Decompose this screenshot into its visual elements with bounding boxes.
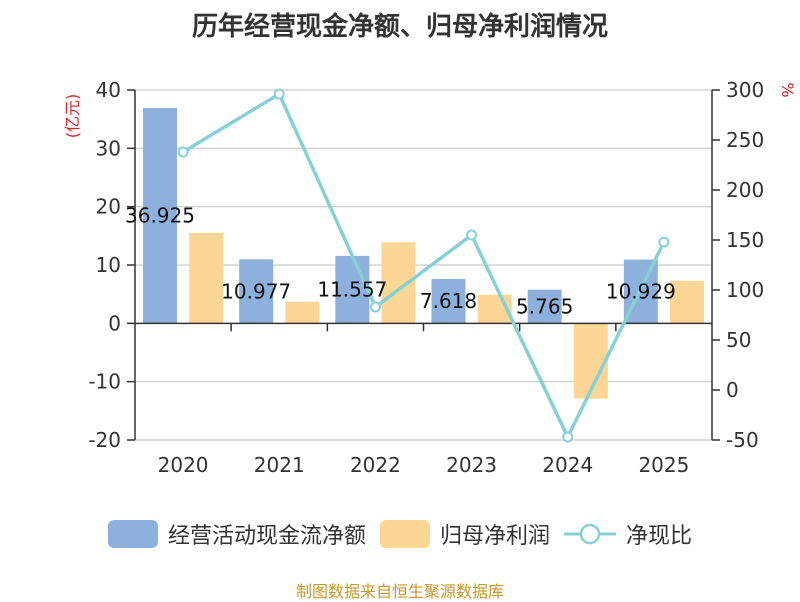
net-profit-bar: [573, 323, 608, 399]
legend-item-cash-flow[interactable]: 经营活动现金流净额: [107, 518, 366, 550]
right-axis-tick-label: 300: [726, 78, 764, 102]
x-axis-tick-label: 2024: [542, 453, 593, 477]
data-labels: 36.925 10.977 11.557 7.618 5.765 10.929: [125, 204, 676, 319]
left-axis-tick-label: -10: [88, 370, 121, 394]
cash-flow-data-label: 5.765: [516, 295, 573, 319]
x-axis-tick-label: 2020: [158, 453, 209, 477]
x-axis-tick-label: 2022: [350, 453, 401, 477]
legend-item-net-profit[interactable]: 归母净利润: [379, 518, 550, 550]
source-note: 制图数据来自恒生聚源数据库: [295, 582, 504, 601]
net-profit-bar: [285, 301, 320, 324]
cash-flow-bar: [143, 107, 178, 324]
legend-label-cash-flow: 经营活动现金流净额: [167, 524, 366, 549]
legend-swatch-net-profit: [379, 520, 430, 548]
right-axis-tick-label: 150: [726, 228, 764, 252]
left-axis-tick-label: 40: [96, 78, 121, 102]
right-axis-tick-label: 200: [726, 178, 764, 202]
cash-flow-data-label: 36.925: [125, 204, 195, 228]
legend-item-ratio[interactable]: 净现比: [564, 518, 692, 550]
x-axis-tick-label: 2021: [254, 453, 305, 477]
cash-flow-bar: [431, 278, 466, 324]
right-axis-tick-label: 50: [726, 328, 751, 352]
ratio-line: [182, 92, 666, 439]
legend-label-ratio: 净现比: [626, 524, 693, 549]
cash-flow-data-label: 10.977: [221, 279, 291, 303]
net-profit-bar: [189, 232, 224, 324]
legend: 经营活动现金流净额 归母净利润 净现比: [0, 518, 800, 550]
cash-flow-data-label: 10.929: [606, 279, 676, 303]
x-axis-tick-label: 2025: [638, 453, 689, 477]
left-axis-tick-label: 20: [96, 195, 121, 219]
x-axis-tick-label: 2023: [446, 453, 497, 477]
cash-flow-data-label: 7.618: [420, 289, 477, 313]
right-axis-tick-label: 250: [726, 128, 764, 152]
cash-flow-data-label: 11.557: [317, 278, 387, 302]
ratio-point: [466, 229, 478, 241]
right-axis-tick-label: -50: [726, 428, 759, 452]
cash-flow-bar: [335, 255, 370, 324]
right-axis-unit: %: [778, 82, 797, 97]
axes: 403020100-10-20300250200150100500-502020…: [88, 78, 764, 477]
legend-swatch-cash-flow: [107, 520, 158, 548]
ratio-point: [658, 236, 670, 248]
chart-title: 历年经营现金净额、归母净利润情况: [191, 12, 608, 42]
ratio-line-series: [177, 88, 670, 443]
ratio-point: [273, 88, 285, 100]
legend-label-net-profit: 归母净利润: [439, 524, 550, 549]
left-axis-tick-label: 0: [108, 311, 121, 335]
left-axis-unit: (亿元): [63, 94, 82, 139]
bar-series: [143, 107, 704, 399]
cash-flow-bar: [527, 289, 562, 324]
left-axis-tick-label: -20: [88, 428, 121, 452]
ratio-point: [562, 431, 574, 443]
gridlines: [135, 89, 712, 441]
ratio-point: [369, 301, 381, 313]
cash-flow-bar: [239, 259, 274, 324]
left-axis-tick-label: 10: [96, 253, 121, 277]
ratio-point: [177, 146, 189, 158]
net-profit-bar: [669, 280, 704, 324]
legend-swatch-ratio: [564, 523, 616, 545]
right-axis-tick-label: 100: [726, 278, 764, 302]
left-axis-tick-label: 30: [96, 136, 121, 160]
right-axis-tick-label: 0: [726, 378, 739, 402]
